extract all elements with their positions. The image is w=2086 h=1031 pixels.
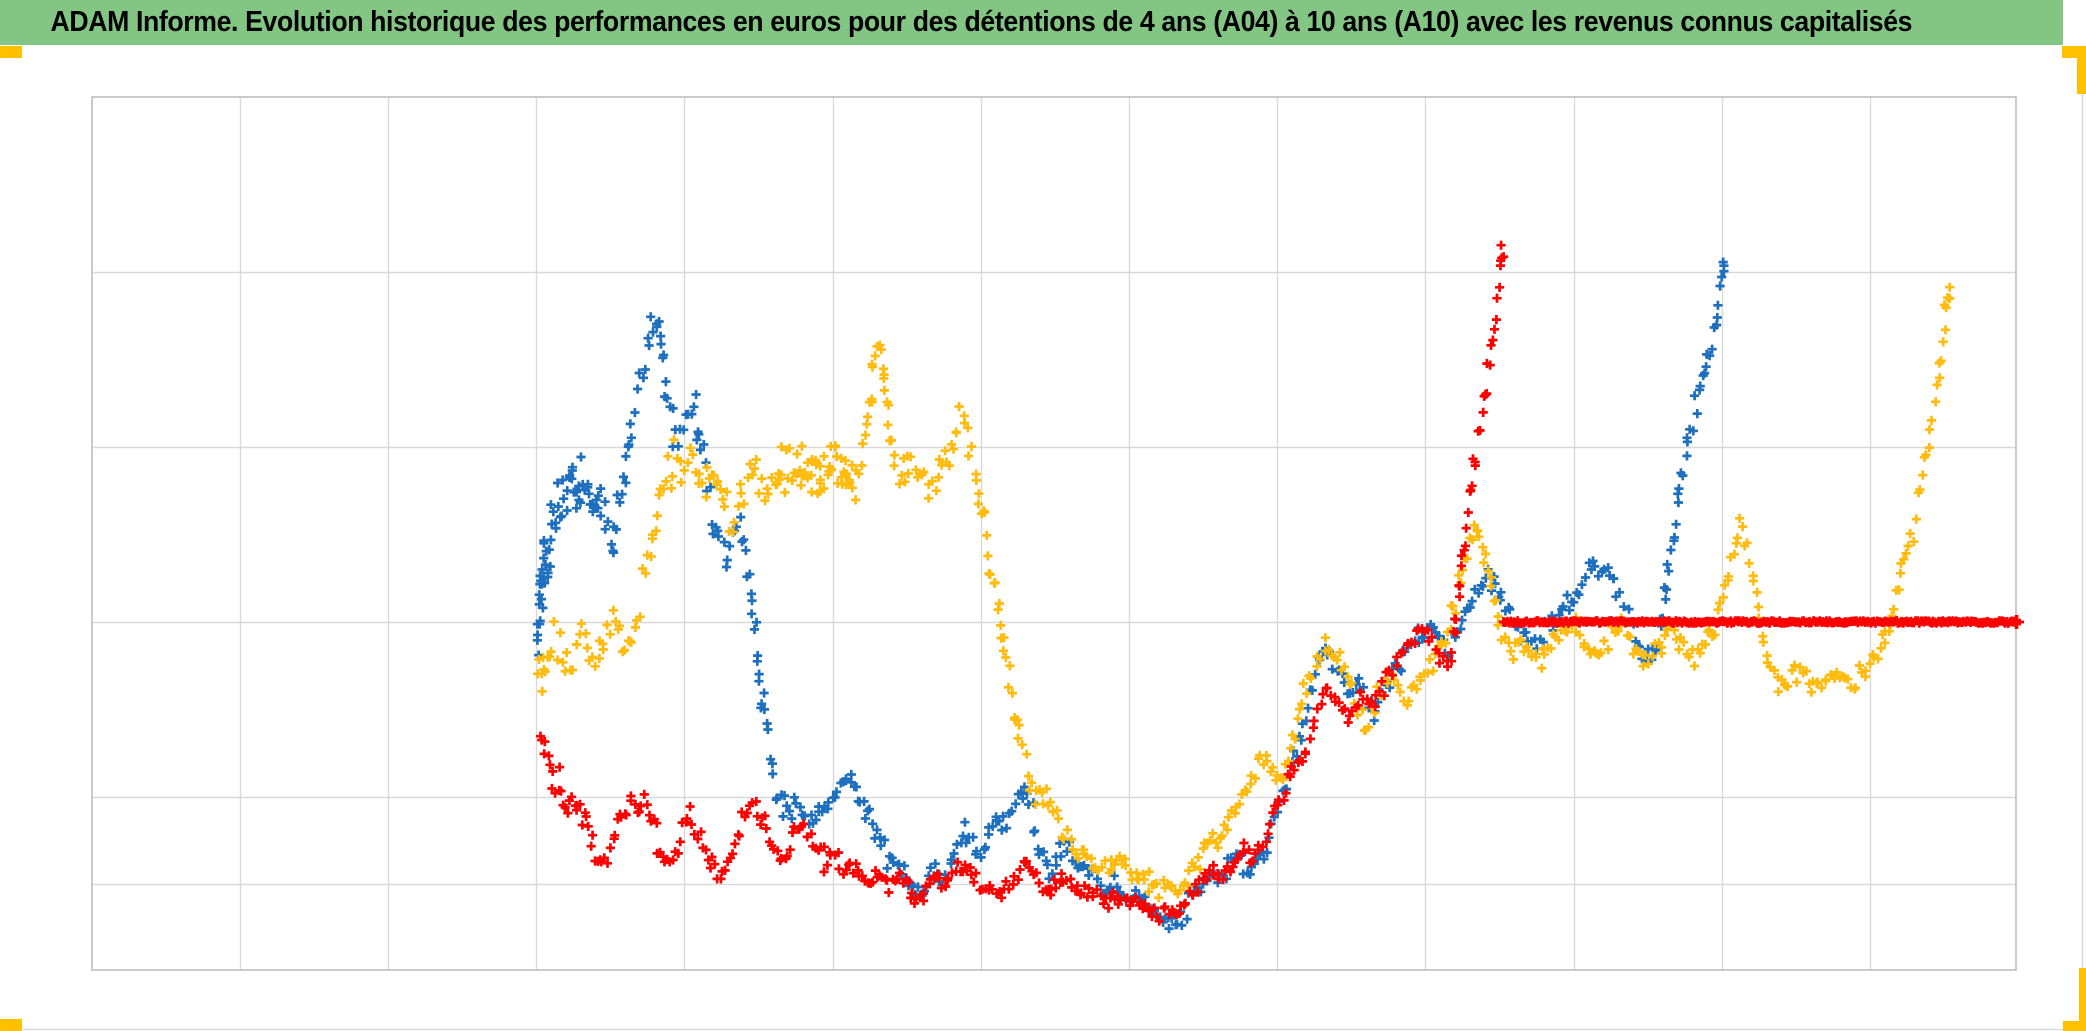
series-red [535, 240, 2024, 926]
chart-series [532, 240, 2024, 934]
title-bar: ADAM Informe. Evolution historique des p… [0, 0, 2063, 45]
chart-title: ADAM Informe. Evolution historique des p… [50, 6, 1913, 38]
series-blue [532, 257, 1729, 934]
corner-accents [0, 46, 2086, 1031]
chart-outer-border [23, 46, 2086, 1031]
chart-gridlines [91, 96, 2017, 971]
